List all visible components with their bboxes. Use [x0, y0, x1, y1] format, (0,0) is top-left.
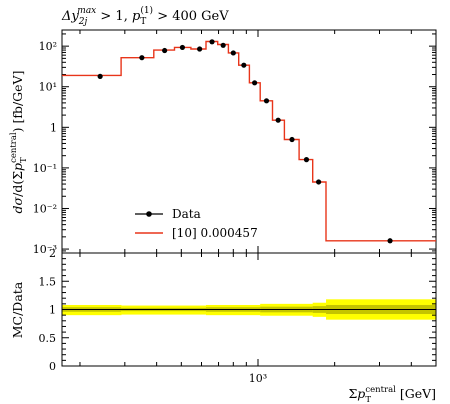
- legend: Data [10] 0.000457: [135, 207, 258, 240]
- main-y-tick-label: 10⁻³: [33, 243, 57, 256]
- ratio-x-ticks: 10³: [79, 253, 437, 385]
- legend-data-label: Data: [172, 207, 201, 221]
- data-point: [252, 80, 258, 86]
- data-point: [316, 179, 322, 185]
- data-point: [230, 50, 236, 56]
- ratio-panel: 0 0.5 1 1.5 2 10³ MC/Data ΣpTcentral [GeV]: [10, 247, 437, 404]
- data-point: [97, 73, 103, 79]
- main-y-tick-label: 10¹: [39, 81, 57, 94]
- legend-mc-label: [10] 0.000457: [172, 226, 258, 240]
- main-y-tick-label: 10²: [39, 40, 57, 53]
- data-point: [197, 46, 203, 52]
- ratio-y-tick-label: 1: [49, 304, 56, 317]
- main-x-ticks: [79, 30, 437, 253]
- x-axis-label: ΣpTcentral [GeV]: [348, 385, 436, 404]
- data-point: [275, 117, 281, 123]
- mc-histogram: [62, 40, 436, 242]
- data-point: [263, 98, 270, 104]
- main-y-axis-label: dσ/d(ΣpTcentral) [fb/GeV]: [9, 71, 29, 214]
- ratio-x-tick-label: 10³: [249, 372, 267, 385]
- legend-data-marker: [146, 211, 152, 217]
- ratio-y-axis-label: MC/Data: [10, 281, 25, 338]
- data-point: [220, 42, 226, 48]
- chart-title: Δy2jmax > 1, pT(1) > 400 GeV: [61, 5, 229, 27]
- main-panel: 10⁻³ 10⁻² 10⁻¹ 1 10¹ 10² dσ/d(ΣpTcentral) [fb…: [9, 29, 437, 256]
- main-plot-frame: [61, 29, 437, 254]
- data-point: [241, 62, 247, 68]
- data-point: [139, 55, 145, 61]
- data-point: [387, 238, 393, 244]
- ratio-y-tick-label: 0: [49, 360, 56, 373]
- data-point: [162, 47, 168, 54]
- ratio-y-tick-label: 2: [49, 247, 56, 260]
- data-points: [97, 39, 393, 244]
- mc-histogram-line: [62, 40, 436, 242]
- main-y-tick-label: 1: [50, 121, 57, 134]
- main-y-tick-label: 10⁻¹: [33, 162, 57, 175]
- ratio-y-tick-label: 1.5: [39, 275, 57, 288]
- data-point: [179, 44, 186, 51]
- data-point: [209, 39, 215, 45]
- main-y-tick-label: 10⁻²: [33, 202, 57, 215]
- ratio-y-ticks: 0 0.5 1 1.5 2: [39, 247, 436, 373]
- ratio-y-tick-label: 0.5: [39, 332, 57, 345]
- main-y-ticks: 10⁻³ 10⁻² 10⁻¹ 1 10¹ 10²: [33, 33, 436, 256]
- data-point: [289, 136, 295, 143]
- data-point: [303, 157, 310, 163]
